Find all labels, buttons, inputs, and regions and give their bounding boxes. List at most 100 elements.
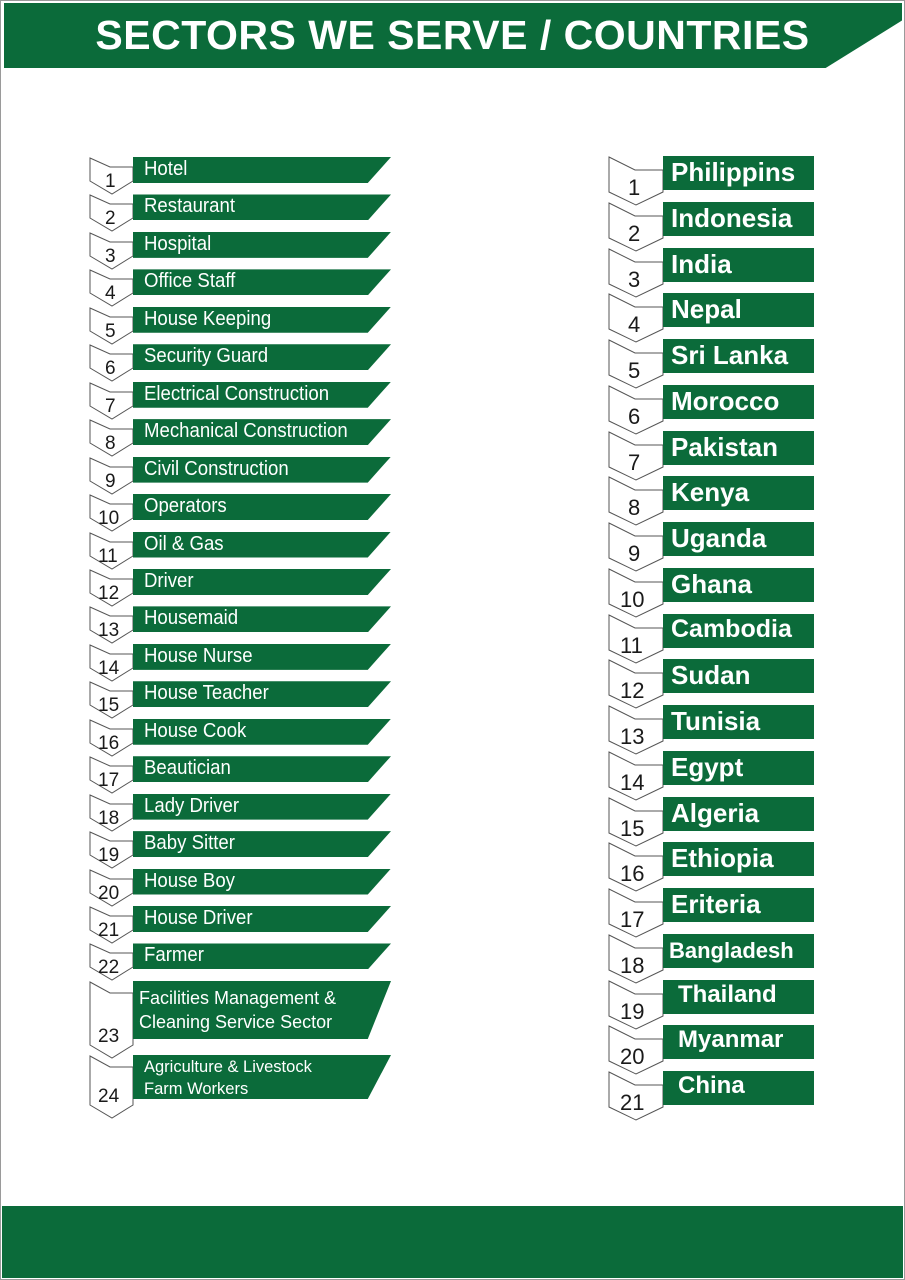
sector-label-bar: Electrical Construction <box>133 381 391 408</box>
sector-item: 7 Electrical Construction <box>88 381 393 422</box>
sector-number: 8 <box>105 433 116 455</box>
country-number: 3 <box>628 266 641 292</box>
country-item: 8 Kenya <box>607 476 817 526</box>
chevron-tab-icon <box>608 430 664 481</box>
country-label-bar: Algeria <box>663 796 814 831</box>
chevron-tab-icon <box>608 293 664 343</box>
sector-number: 14 <box>98 657 120 679</box>
country-item: 10 Ghana <box>607 567 817 618</box>
chevron-tab-icon <box>608 888 664 938</box>
country-label-bar: China <box>663 1071 814 1105</box>
sector-label: Operators <box>144 495 227 518</box>
chevron-tab-icon <box>608 567 664 618</box>
country-label: Eriteria <box>671 889 761 919</box>
country-label: Philippins <box>671 157 796 187</box>
sector-item: 13 Housemaid <box>88 606 393 646</box>
chevron-tab-icon <box>89 1055 134 1119</box>
sector-number: 16 <box>98 732 120 754</box>
sector-number: 11 <box>98 545 118 567</box>
sector-item: 17 Beautician <box>88 756 393 796</box>
chevron-tab-icon <box>608 933 664 984</box>
country-item: 13 Tunisia <box>607 705 817 755</box>
country-number: 12 <box>620 678 645 704</box>
sector-label-bar: Oil & Gas <box>133 531 391 558</box>
country-number: 19 <box>620 998 645 1024</box>
sector-label-bar: Operators <box>133 494 391 521</box>
country-item: 14 Egypt <box>607 750 817 801</box>
country-label: Sudan <box>671 660 751 691</box>
sector-label: House Cook <box>144 719 247 742</box>
sector-item: 5 House Keeping <box>88 306 393 347</box>
chevron-tab-icon <box>608 247 664 298</box>
country-number: 4 <box>628 312 641 338</box>
country-item: 1 Philippins <box>607 156 817 206</box>
country-number: 13 <box>620 724 645 749</box>
sector-item: 6 Security Guard <box>88 344 393 384</box>
sector-item: 23 Facilities Management & Cleaning Servic… <box>88 981 393 1061</box>
country-label-bar: Tunisia <box>663 705 814 739</box>
sector-label: Office Staff <box>144 270 236 293</box>
country-number: 2 <box>628 220 641 246</box>
sector-label-line: Agriculture & Livestock <box>144 1058 312 1076</box>
sector-label-bar: Farmer <box>133 943 391 970</box>
sector-item: 1 Hotel <box>88 157 393 197</box>
chevron-tab-icon <box>608 201 664 252</box>
sector-label-bar: House Teacher <box>133 681 391 708</box>
country-label-bar: India <box>663 247 814 282</box>
country-item: 11 Cambodia <box>607 613 817 664</box>
sectors-list: 1 Hotel 2 Restaurant 3 Hospital 4 Office Staff 5… <box>88 157 393 1127</box>
sector-label: Lady Driver <box>144 794 240 817</box>
country-number: 15 <box>620 815 645 841</box>
sector-label: Driver <box>144 569 194 592</box>
sector-number: 15 <box>98 695 120 717</box>
sector-number: 5 <box>105 320 116 342</box>
country-item: 9 Uganda <box>607 522 817 572</box>
sector-label-bar: House Boy <box>133 868 391 895</box>
country-label-bar: Kenya <box>663 476 814 511</box>
country-item: 7 Pakistan <box>607 430 817 481</box>
sector-item: 15 House Teacher <box>88 681 393 721</box>
sector-label: Security Guard <box>144 345 269 368</box>
country-label-bar: Bangladesh <box>663 933 814 968</box>
country-label-bar: Nepal <box>663 293 814 328</box>
country-label-bar: Sri Lanka <box>663 339 814 373</box>
sector-number: 18 <box>98 807 120 829</box>
sector-label: Farmer <box>144 944 204 967</box>
sector-number: 6 <box>105 358 116 380</box>
title-banner <box>4 3 902 68</box>
sector-label-line: Facilities Management & <box>139 988 337 1008</box>
sector-number: 10 <box>98 508 120 530</box>
country-label: Thailand <box>678 980 777 1008</box>
sector-label: Beautician <box>144 757 231 780</box>
country-number: 18 <box>620 952 645 978</box>
chevron-tab-icon <box>608 659 664 709</box>
sector-label-bar: Security Guard <box>133 344 391 371</box>
sector-number: 22 <box>98 957 120 979</box>
page-title: SECTORS WE SERVE / COUNTRIES <box>95 12 810 58</box>
chevron-tab-icon <box>608 705 664 755</box>
country-label-bar: Uganda <box>663 522 814 556</box>
country-label-bar: Eriteria <box>663 888 814 922</box>
country-number: 8 <box>628 495 641 521</box>
sector-number: 24 <box>98 1086 120 1107</box>
country-label-bar: Thailand <box>663 979 814 1014</box>
country-item: 15 Algeria <box>607 796 817 847</box>
country-item: 16 Ethiopia <box>607 842 817 892</box>
country-label-bar: Philippins <box>663 156 814 190</box>
sector-number: 7 <box>105 395 116 417</box>
chevron-tab-icon <box>608 1071 664 1121</box>
sector-item: 24 Agriculture & Livestock Farm Workers <box>88 1055 393 1121</box>
country-label: Cambodia <box>671 614 792 643</box>
sector-number: 3 <box>105 245 116 267</box>
sector-item: 3 Hospital <box>88 231 393 272</box>
country-item: 18 Bangladesh <box>607 933 817 984</box>
sector-label-bar: Beautician <box>133 756 391 783</box>
country-label: Pakistan <box>671 431 778 462</box>
sector-label: Mechanical Construction <box>144 420 348 443</box>
sector-number: 23 <box>98 1026 120 1047</box>
sector-item: 8 Mechanical Construction <box>88 419 393 459</box>
country-number: 20 <box>620 1044 645 1070</box>
country-item: 21 China <box>607 1071 817 1121</box>
country-label-bar: Ghana <box>663 567 814 602</box>
sector-number: 13 <box>98 620 120 642</box>
